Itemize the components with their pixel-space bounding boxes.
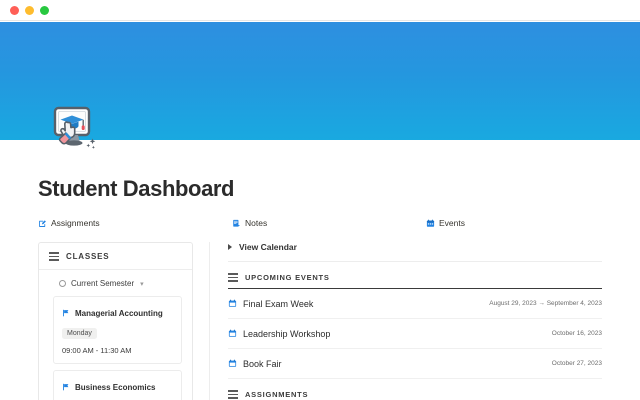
section-links: Assignments Notes: [38, 218, 602, 228]
events-column: View Calendar UPCOMING EVENTS: [209, 242, 602, 400]
classes-panel-title: CLASSES: [66, 252, 110, 261]
assignments-title: ASSIGNMENTS: [245, 390, 309, 399]
circle-icon: [59, 280, 66, 287]
list-icon: [228, 390, 238, 399]
minimize-window-button[interactable]: [25, 5, 34, 15]
list-icon: [228, 273, 238, 282]
calendar-icon: [228, 355, 237, 373]
class-name: Business Economics: [75, 382, 156, 392]
event-label: Final Exam Week: [243, 298, 314, 309]
calendar-icon: [426, 219, 435, 228]
event-row[interactable]: Book Fair October 27, 2023: [228, 349, 602, 379]
tab-notes[interactable]: Notes: [232, 218, 426, 228]
note-icon: [232, 219, 241, 228]
classes-panel: CLASSES Current Semester ▾: [38, 242, 193, 400]
classes-column: CLASSES Current Semester ▾: [38, 242, 209, 400]
event-date: October 16, 2023: [551, 330, 602, 337]
close-window-button[interactable]: [10, 5, 19, 15]
graduation-monitor-icon: [46, 102, 102, 158]
calendar-icon: [228, 325, 237, 343]
class-card[interactable]: Managerial Accounting Monday 09:00 AM - …: [53, 296, 182, 364]
hero-banner: [0, 22, 640, 140]
event-row[interactable]: Leadership Workshop October 16, 2023: [228, 319, 602, 349]
calendar-icon: [228, 295, 237, 313]
titlebar: [0, 0, 640, 21]
classes-panel-header: CLASSES: [39, 243, 192, 270]
semester-filter[interactable]: Current Semester ▾: [39, 270, 192, 296]
upcoming-events-header: UPCOMING EVENTS: [228, 273, 602, 289]
hamburger-icon[interactable]: [49, 252, 59, 261]
semester-filter-label: Current Semester: [71, 279, 135, 288]
edit-square-icon: [38, 219, 47, 228]
event-date: August 29, 2023 → September 4, 2023: [489, 300, 602, 307]
event-row[interactable]: Final Exam Week August 29, 2023 → Septem…: [228, 289, 602, 319]
view-calendar-toggle[interactable]: View Calendar: [228, 242, 602, 262]
upcoming-events-title: UPCOMING EVENTS: [245, 273, 330, 282]
flag-icon: [62, 378, 70, 396]
dashboard-columns: CLASSES Current Semester ▾: [38, 242, 602, 400]
class-day-badge: Monday: [62, 328, 97, 339]
flag-icon: [62, 304, 70, 322]
maximize-window-button[interactable]: [40, 5, 49, 15]
class-time: 09:00 AM - 11:30 AM: [62, 346, 132, 355]
page-content: Student Dashboard Assignments: [0, 140, 640, 400]
view-calendar-label: View Calendar: [239, 242, 297, 252]
event-label: Leadership Workshop: [243, 328, 331, 339]
tab-assignments[interactable]: Assignments: [38, 218, 232, 228]
chevron-down-icon: ▾: [140, 280, 144, 288]
tab-events-label: Events: [439, 218, 465, 228]
event-label: Book Fair: [243, 358, 282, 369]
class-card[interactable]: Business Economics Tuesday 10:00 - 11:00…: [53, 370, 182, 400]
assignments-header: ASSIGNMENTS: [228, 390, 602, 400]
tab-assignments-label: Assignments: [51, 218, 100, 228]
tab-notes-label: Notes: [245, 218, 268, 228]
tab-events[interactable]: Events: [426, 218, 586, 228]
triangle-right-icon: [228, 244, 232, 250]
event-date: October 27, 2023: [551, 360, 602, 367]
page-title: Student Dashboard: [38, 176, 235, 201]
class-name: Managerial Accounting: [75, 308, 163, 318]
